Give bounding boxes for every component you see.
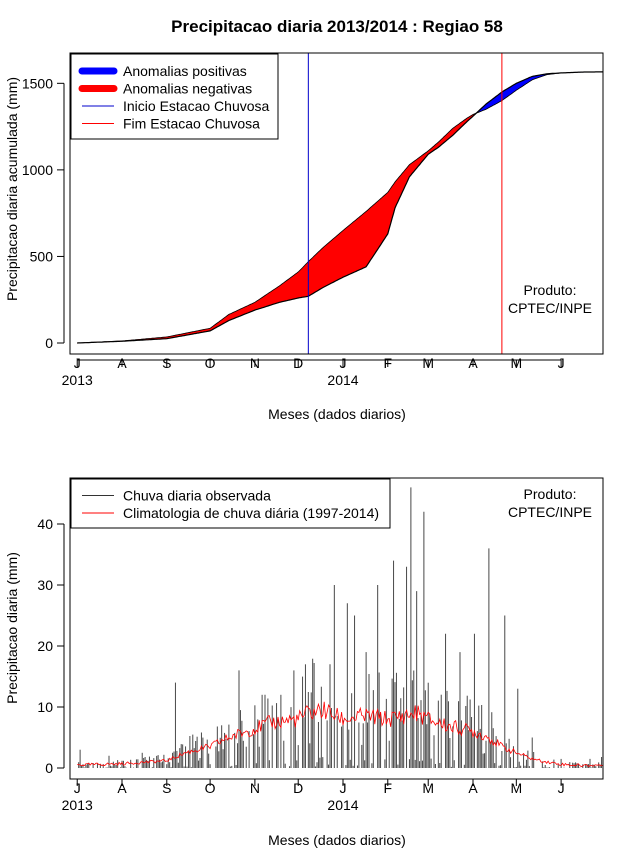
x-tick-label: F [383, 355, 392, 371]
y-axis: 0 500 1000 1500 [22, 75, 65, 351]
positive-anomaly-area [475, 71, 604, 114]
x-tick-label: A [468, 355, 478, 371]
y-axis-label: Precipitacao diaria acumulada (mm) [4, 77, 20, 301]
x-tick-label: J [558, 780, 565, 796]
y-axis: 0 10 20 30 40 [37, 516, 65, 776]
legend-label-positive: Anomalias positivas [123, 63, 247, 79]
x-tick-label: O [205, 780, 216, 796]
x-tick-label: O [205, 355, 216, 371]
x-year-label: 2013 [62, 372, 93, 388]
x-tick-label: A [468, 780, 478, 796]
y-tick-label: 10 [37, 699, 53, 715]
climatology-cumulative-line [77, 71, 603, 344]
x-tick-label: N [250, 355, 260, 371]
x-axis-label: Meses (dados diarios) [268, 406, 406, 422]
x-year-label: 2014 [327, 797, 358, 813]
x-tick-label: J [340, 780, 347, 796]
x-tick-label: M [422, 780, 434, 796]
x-tick-label: M [422, 355, 434, 371]
legend-label-start: Inicio Estacao Chuvosa [123, 98, 270, 114]
y-tick-label: 40 [37, 516, 53, 532]
y-tick-label: 0 [45, 335, 53, 351]
x-tick-label: M [510, 780, 522, 796]
x-tick-label: A [117, 355, 127, 371]
observed-cumulative-line [77, 71, 603, 344]
x-axis-label: Meses (dados diarios) [268, 832, 406, 848]
product-source: CPTEC/INPE [508, 504, 592, 520]
x-tick-label: J [558, 355, 565, 371]
legend-box [70, 478, 391, 529]
x-tick-label: N [250, 780, 260, 796]
y-tick-label: 0 [45, 760, 53, 776]
legend: Anomalias positivas Anomalias negativas … [70, 53, 279, 140]
x-tick-label: M [510, 355, 522, 371]
x-tick-label: J [340, 355, 347, 371]
x-tick-label: A [117, 780, 127, 796]
y-axis-label: Precipitacao diaria (mm) [4, 552, 20, 704]
y-tick-label: 1500 [22, 75, 53, 91]
plot-frame [69, 52, 604, 355]
climatology-daily-line [77, 701, 604, 768]
y-tick-label: 1000 [22, 162, 53, 178]
y-tick-label: 30 [37, 577, 53, 593]
legend-label-observed: Chuva diaria observada [123, 488, 271, 504]
legend: Chuva diaria observada Climatologia de c… [70, 478, 391, 529]
x-tick-label: J [74, 780, 81, 796]
daily-rain-bars [78, 487, 604, 768]
product-label: Produto: [524, 282, 577, 298]
product-source: CPTEC/INPE [508, 300, 592, 316]
x-tick-label: J [74, 355, 81, 371]
x-year-label: 2014 [327, 372, 358, 388]
legend-label-climatology: Climatologia de chuva diária (1997-2014) [123, 505, 379, 521]
product-label: Produto: [524, 486, 577, 502]
x-tick-label: S [162, 780, 171, 796]
y-tick-label: 20 [37, 638, 53, 654]
legend-label-end: Fim Estacao Chuvosa [123, 116, 260, 132]
x-year-label: 2013 [62, 797, 93, 813]
x-tick-label: D [293, 780, 303, 796]
legend-label-negative: Anomalias negativas [123, 81, 252, 97]
x-tick-label: D [293, 355, 303, 371]
x-tick-label: S [162, 355, 171, 371]
x-tick-label: F [383, 780, 392, 796]
negative-anomaly-area [77, 113, 477, 344]
figure-title: Precipitacao diaria 2013/2014 : Regiao 5… [171, 17, 503, 36]
y-tick-label: 500 [30, 248, 54, 264]
